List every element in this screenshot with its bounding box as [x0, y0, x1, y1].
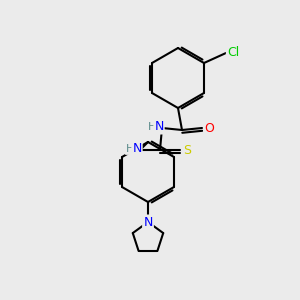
- Text: S: S: [183, 143, 191, 157]
- Text: N: N: [132, 142, 142, 155]
- Text: O: O: [204, 122, 214, 134]
- Text: H: H: [126, 144, 134, 154]
- Text: N: N: [154, 121, 164, 134]
- Text: Cl: Cl: [227, 46, 239, 59]
- Text: H: H: [148, 122, 156, 132]
- Text: N: N: [143, 215, 153, 229]
- Text: N: N: [143, 217, 153, 230]
